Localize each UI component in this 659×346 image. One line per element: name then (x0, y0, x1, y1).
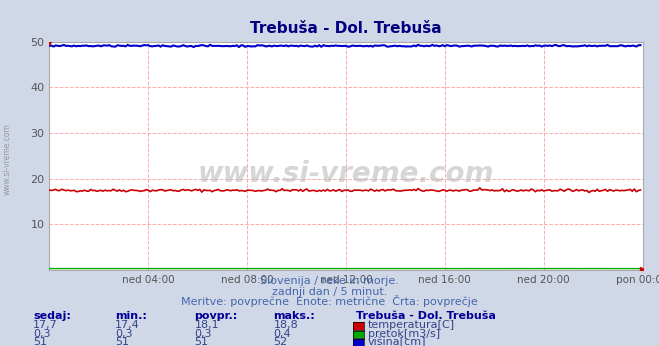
Text: zadnji dan / 5 minut.: zadnji dan / 5 minut. (272, 287, 387, 297)
Text: 52: 52 (273, 337, 287, 346)
Text: maks.:: maks.: (273, 311, 315, 321)
Text: 17,4: 17,4 (115, 320, 140, 330)
Text: 0,3: 0,3 (194, 329, 212, 339)
Text: www.si-vreme.com: www.si-vreme.com (198, 160, 494, 188)
Text: 0,3: 0,3 (115, 329, 133, 339)
Text: povpr.:: povpr.: (194, 311, 238, 321)
Text: 51: 51 (194, 337, 208, 346)
Text: 0,3: 0,3 (33, 329, 51, 339)
Text: sedaj:: sedaj: (33, 311, 71, 321)
Text: 0,4: 0,4 (273, 329, 291, 339)
Text: 51: 51 (33, 337, 47, 346)
Text: pretok[m3/s]: pretok[m3/s] (368, 329, 440, 339)
Text: 17,7: 17,7 (33, 320, 58, 330)
Text: 18,8: 18,8 (273, 320, 299, 330)
Title: Trebuša - Dol. Trebuša: Trebuša - Dol. Trebuša (250, 21, 442, 36)
Text: Trebuša - Dol. Trebuša: Trebuša - Dol. Trebuša (356, 311, 496, 321)
Text: Meritve: povprečne  Enote: metrične  Črta: povprečje: Meritve: povprečne Enote: metrične Črta:… (181, 295, 478, 307)
Text: Slovenija / reke in morje.: Slovenija / reke in morje. (260, 276, 399, 286)
Text: temperatura[C]: temperatura[C] (368, 320, 455, 330)
Text: 51: 51 (115, 337, 129, 346)
Text: min.:: min.: (115, 311, 147, 321)
Text: 18,1: 18,1 (194, 320, 219, 330)
Text: www.si-vreme.com: www.si-vreme.com (3, 123, 12, 195)
Text: višina[cm]: višina[cm] (368, 336, 426, 346)
